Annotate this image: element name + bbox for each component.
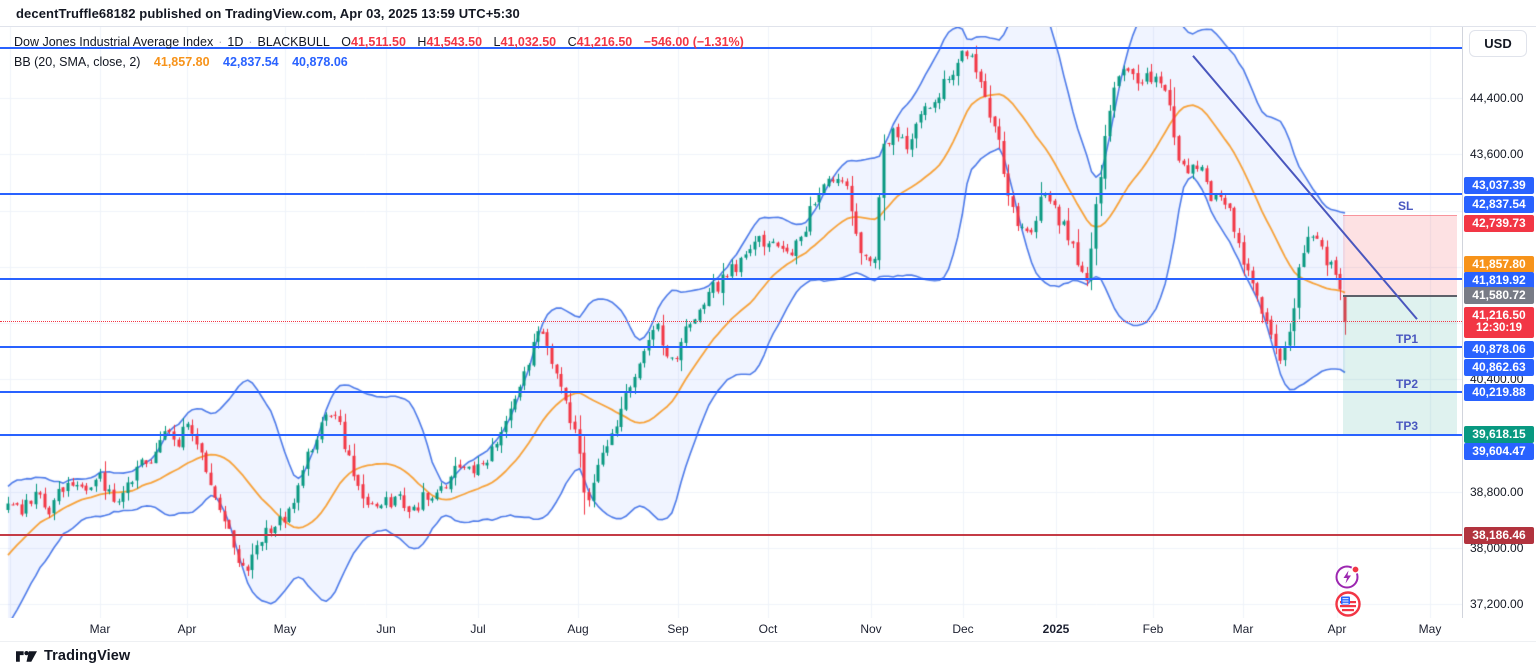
tradingview-brand-text: TradingView [44, 648, 131, 664]
symbol-timeframe[interactable]: 1D [227, 35, 244, 49]
high-label: H [417, 35, 427, 49]
economic-calendar-flag-icon[interactable] [1334, 590, 1362, 618]
chart-pane: SL TP1 TP2 TP3 Dow Jones Industrial Aver… [0, 26, 1536, 618]
countdown-timer: 12:30:19 [1475, 321, 1523, 334]
time-axis-label: Mar [89, 622, 111, 636]
publisher-line: decentTruffle68182 published on TradingV… [16, 6, 520, 21]
high-value: 41,543.50 [426, 35, 483, 49]
price-chart-canvas[interactable] [0, 27, 1462, 618]
sl-label: SL [1398, 198, 1414, 213]
price-label-badge: 40,878.06 [1464, 340, 1534, 358]
tradingview-logo-icon [16, 650, 37, 662]
current-price-line[interactable] [0, 321, 1462, 323]
lightning-events-icon[interactable] [1334, 563, 1362, 591]
price-label-badge: 40,862.63 [1464, 358, 1534, 376]
currency-button[interactable]: USD [1469, 30, 1527, 57]
price-axis[interactable]: USD 44,400.00 43,600.00 40,400.00 38,800.00… [1462, 27, 1536, 618]
time-axis-label: Aug [567, 622, 589, 636]
change-value: −546.00 (−1.31%) [643, 35, 744, 49]
time-axis-label: Sep [667, 622, 689, 636]
bb-upper-value: 42,837.54 [223, 55, 279, 69]
price-label-badge: 40,219.88 [1464, 383, 1534, 401]
price-label-badge: 42,739.73 [1464, 214, 1534, 232]
symbol-legend-row[interactable]: Dow Jones Industrial Average Index · 1D · BL… [14, 32, 744, 52]
price-axis-tick: 40,400.00 [1470, 372, 1524, 387]
time-axis-label: Apr [1327, 622, 1347, 636]
indicator-label[interactable]: BB (20, SMA, close, 2) [14, 55, 141, 69]
bb-lower-value: 40,878.06 [292, 55, 348, 69]
tp2-label: TP2 [1396, 376, 1419, 391]
time-axis-label: Jul [470, 622, 486, 636]
price-axis-tick: 37,200.00 [1470, 597, 1524, 612]
low-value: 41,032.50 [500, 35, 557, 49]
low-label: L [493, 35, 501, 49]
price-label-badge: 43,037.39 [1464, 176, 1534, 194]
open-value: 41,511.50 [351, 35, 406, 49]
stop-loss-zone[interactable] [1343, 214, 1457, 298]
horizontal-level-line[interactable] [0, 47, 1462, 50]
time-axis-label: Nov [860, 622, 882, 636]
chart-legend: Dow Jones Industrial Average Index · 1D · BL… [14, 32, 744, 72]
tradingview-logo-link[interactable]: TradingView [16, 648, 130, 664]
entry-level-line[interactable] [1343, 295, 1457, 298]
time-axis-label: Dec [952, 622, 974, 636]
horizontal-level-line[interactable] [0, 278, 1462, 281]
open-label: O [341, 35, 352, 49]
symbol-title[interactable]: Dow Jones Industrial Average Index [14, 35, 214, 49]
horizontal-level-line[interactable] [0, 533, 1462, 536]
symbol-exchange[interactable]: BLACKBULL [257, 35, 330, 49]
price-axis-tick: 38,000.00 [1470, 540, 1524, 555]
footer: TradingView [0, 641, 1536, 670]
close-label: C [567, 35, 577, 49]
horizontal-level-line[interactable] [0, 192, 1462, 195]
price-label-badge: 41,819.92 [1464, 271, 1534, 289]
separator: · [218, 35, 223, 49]
bb-basis-value: 41,857.80 [153, 55, 210, 69]
price-label-badge: 42,837.54 [1464, 195, 1534, 213]
price-label-badge: 38,186.46 [1464, 526, 1534, 544]
time-axis-label: 2025 [1042, 622, 1070, 636]
price-label-badge: 39,618.15 [1464, 425, 1534, 443]
price-label-badge: 41,857.80 [1464, 255, 1534, 273]
time-axis-label: May [1418, 622, 1442, 636]
publisher-header: decentTruffle68182 published on TradingV… [0, 0, 1536, 26]
price-label-badge: 39,604.47 [1464, 442, 1534, 460]
time-axis-label: Jun [376, 622, 396, 636]
horizontal-level-line[interactable] [0, 434, 1462, 437]
price-axis-tick: 43,600.00 [1470, 147, 1524, 162]
separator: · [248, 35, 253, 49]
time-axis-label: Feb [1142, 622, 1164, 636]
horizontal-level-line[interactable] [0, 390, 1462, 393]
time-axis-label: Mar [1232, 622, 1254, 636]
price-axis-tick: 38,800.00 [1470, 484, 1524, 499]
price-axis-tick: 44,400.00 [1470, 91, 1524, 105]
time-axis-label: May [273, 622, 297, 636]
horizontal-level-line[interactable] [0, 345, 1462, 348]
time-axis[interactable]: Mar Apr May Jun Jul Aug Sep Oct Nov Dec 2025 Feb Mar… [0, 617, 1536, 642]
tp1-label: TP1 [1396, 331, 1419, 346]
time-axis-label: Oct [758, 622, 778, 636]
close-value: 41,216.50 [576, 35, 633, 49]
time-axis-label: Apr [177, 622, 197, 636]
tp3-label: TP3 [1396, 419, 1419, 434]
price-label-badge: 41,580.72 [1464, 286, 1534, 304]
price-label-badge: 41,216.50 12:30:19 [1464, 306, 1534, 338]
take-profit-zone[interactable] [1343, 296, 1457, 436]
indicator-legend-row[interactable]: BB (20, SMA, close, 2) 41,857.80 42,837.… [14, 52, 744, 72]
